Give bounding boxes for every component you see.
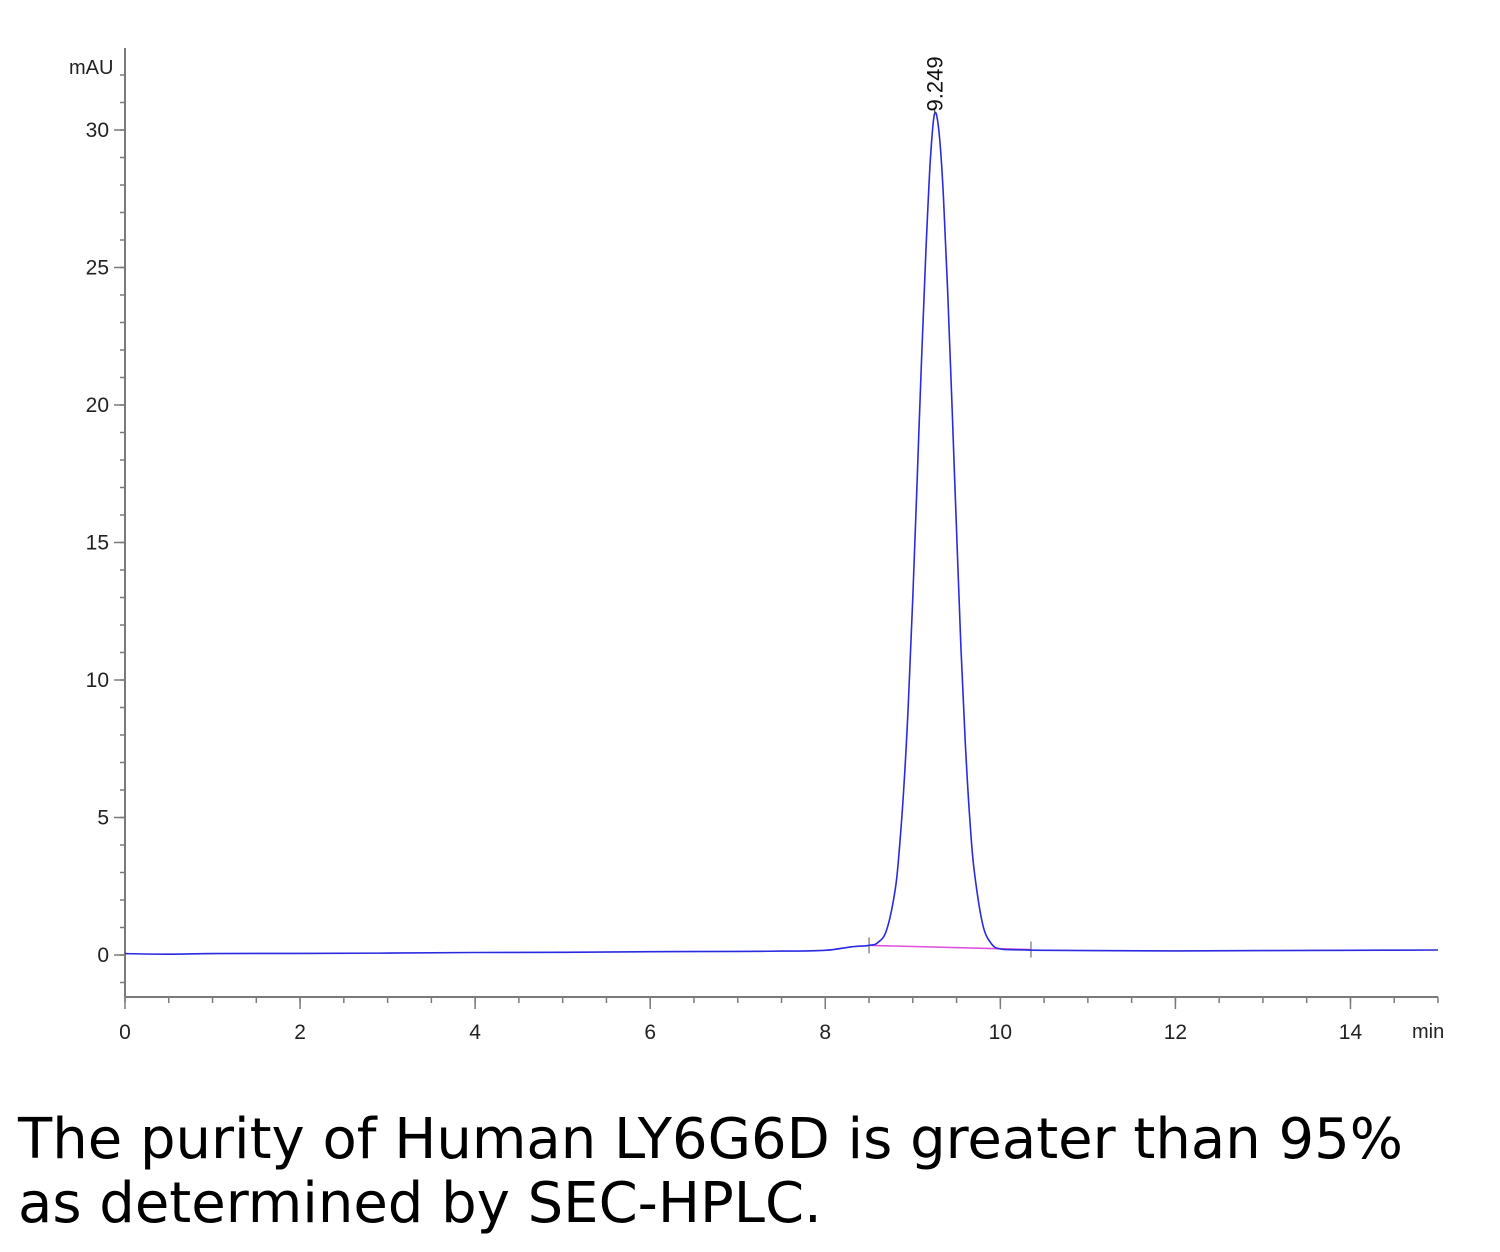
- x-tick-label: 14: [1339, 1021, 1363, 1044]
- figure-caption: The purity of Human LY6G6D is greater th…: [18, 1107, 1403, 1236]
- y-tick-label: 30: [86, 119, 109, 142]
- y-tick-label: 25: [86, 257, 109, 280]
- peak-retention-time-label: 9.249: [923, 56, 948, 111]
- y-tick-label: 10: [86, 669, 109, 692]
- chromatogram-chart: 0 5 10 15 20 25 30 0 2 4 6 8 10 12 14 mAU min 9.249: [69, 48, 1444, 1044]
- x-tick-label: 2: [294, 1021, 306, 1044]
- x-tick-label: 0: [119, 1021, 131, 1044]
- x-tick-label: 4: [469, 1021, 481, 1044]
- y-tick-label: 5: [97, 807, 109, 830]
- x-axis-unit-label: min: [1412, 1021, 1444, 1043]
- x-tick-label: 12: [1164, 1021, 1187, 1044]
- y-tick-label: 15: [86, 532, 109, 555]
- chromatogram-trace: [124, 111, 1439, 956]
- y-tick-label: 20: [86, 394, 109, 417]
- y-axis-unit-label: mAU: [69, 57, 113, 79]
- x-tick-label: 10: [989, 1021, 1012, 1044]
- tick-group: 0 5 10 15 20 25 30 0 2 4 6 8 10 12 14: [86, 74, 1439, 1044]
- y-tick-label: 0: [97, 944, 109, 967]
- x-tick-label: 8: [819, 1021, 831, 1044]
- x-tick-label: 6: [644, 1021, 656, 1044]
